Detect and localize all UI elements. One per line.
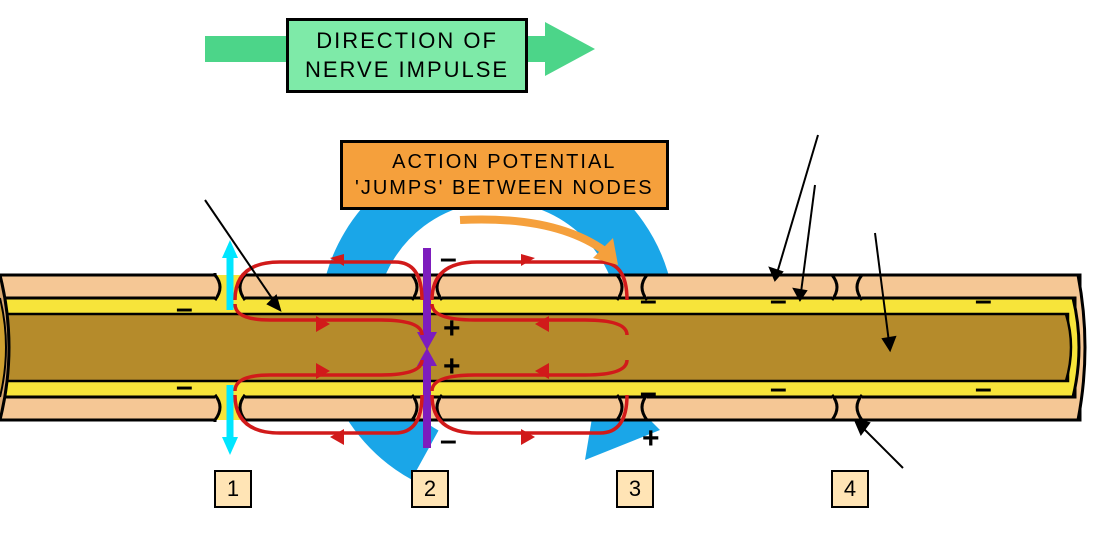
direction-label: DIRECTION OF NERVE IMPULSE [286,18,528,93]
svg-text:–: – [640,284,657,317]
direction-line2: NERVE IMPULSE [305,56,509,85]
svg-text:–: – [975,372,992,405]
node-number-4: 4 [831,470,869,508]
svg-text:–: – [440,424,457,457]
svg-text:–: – [770,372,787,405]
node-number-1: 1 [214,470,252,508]
action-potential-label: ACTION POTENTIAL 'JUMPS' BETWEEN NODES [340,140,669,210]
node-number-3: 3 [616,470,654,508]
svg-text:–: – [770,284,787,317]
svg-text:–: – [440,242,457,275]
svg-text:–: – [975,284,992,317]
svg-text:+: + [642,422,660,455]
svg-text:+: + [443,350,461,383]
saltatory-conduction-diagram: – – + + – – – – + – – – – [0,0,1100,537]
node-number-2: 2 [411,470,449,508]
direction-line1: DIRECTION OF [305,27,509,56]
svg-text:–: – [640,376,657,409]
svg-text:+: + [443,312,461,345]
action-line2: 'JUMPS' BETWEEN NODES [355,175,654,201]
svg-text:–: – [176,370,193,403]
svg-text:–: – [176,292,193,325]
action-line1: ACTION POTENTIAL [355,149,654,175]
